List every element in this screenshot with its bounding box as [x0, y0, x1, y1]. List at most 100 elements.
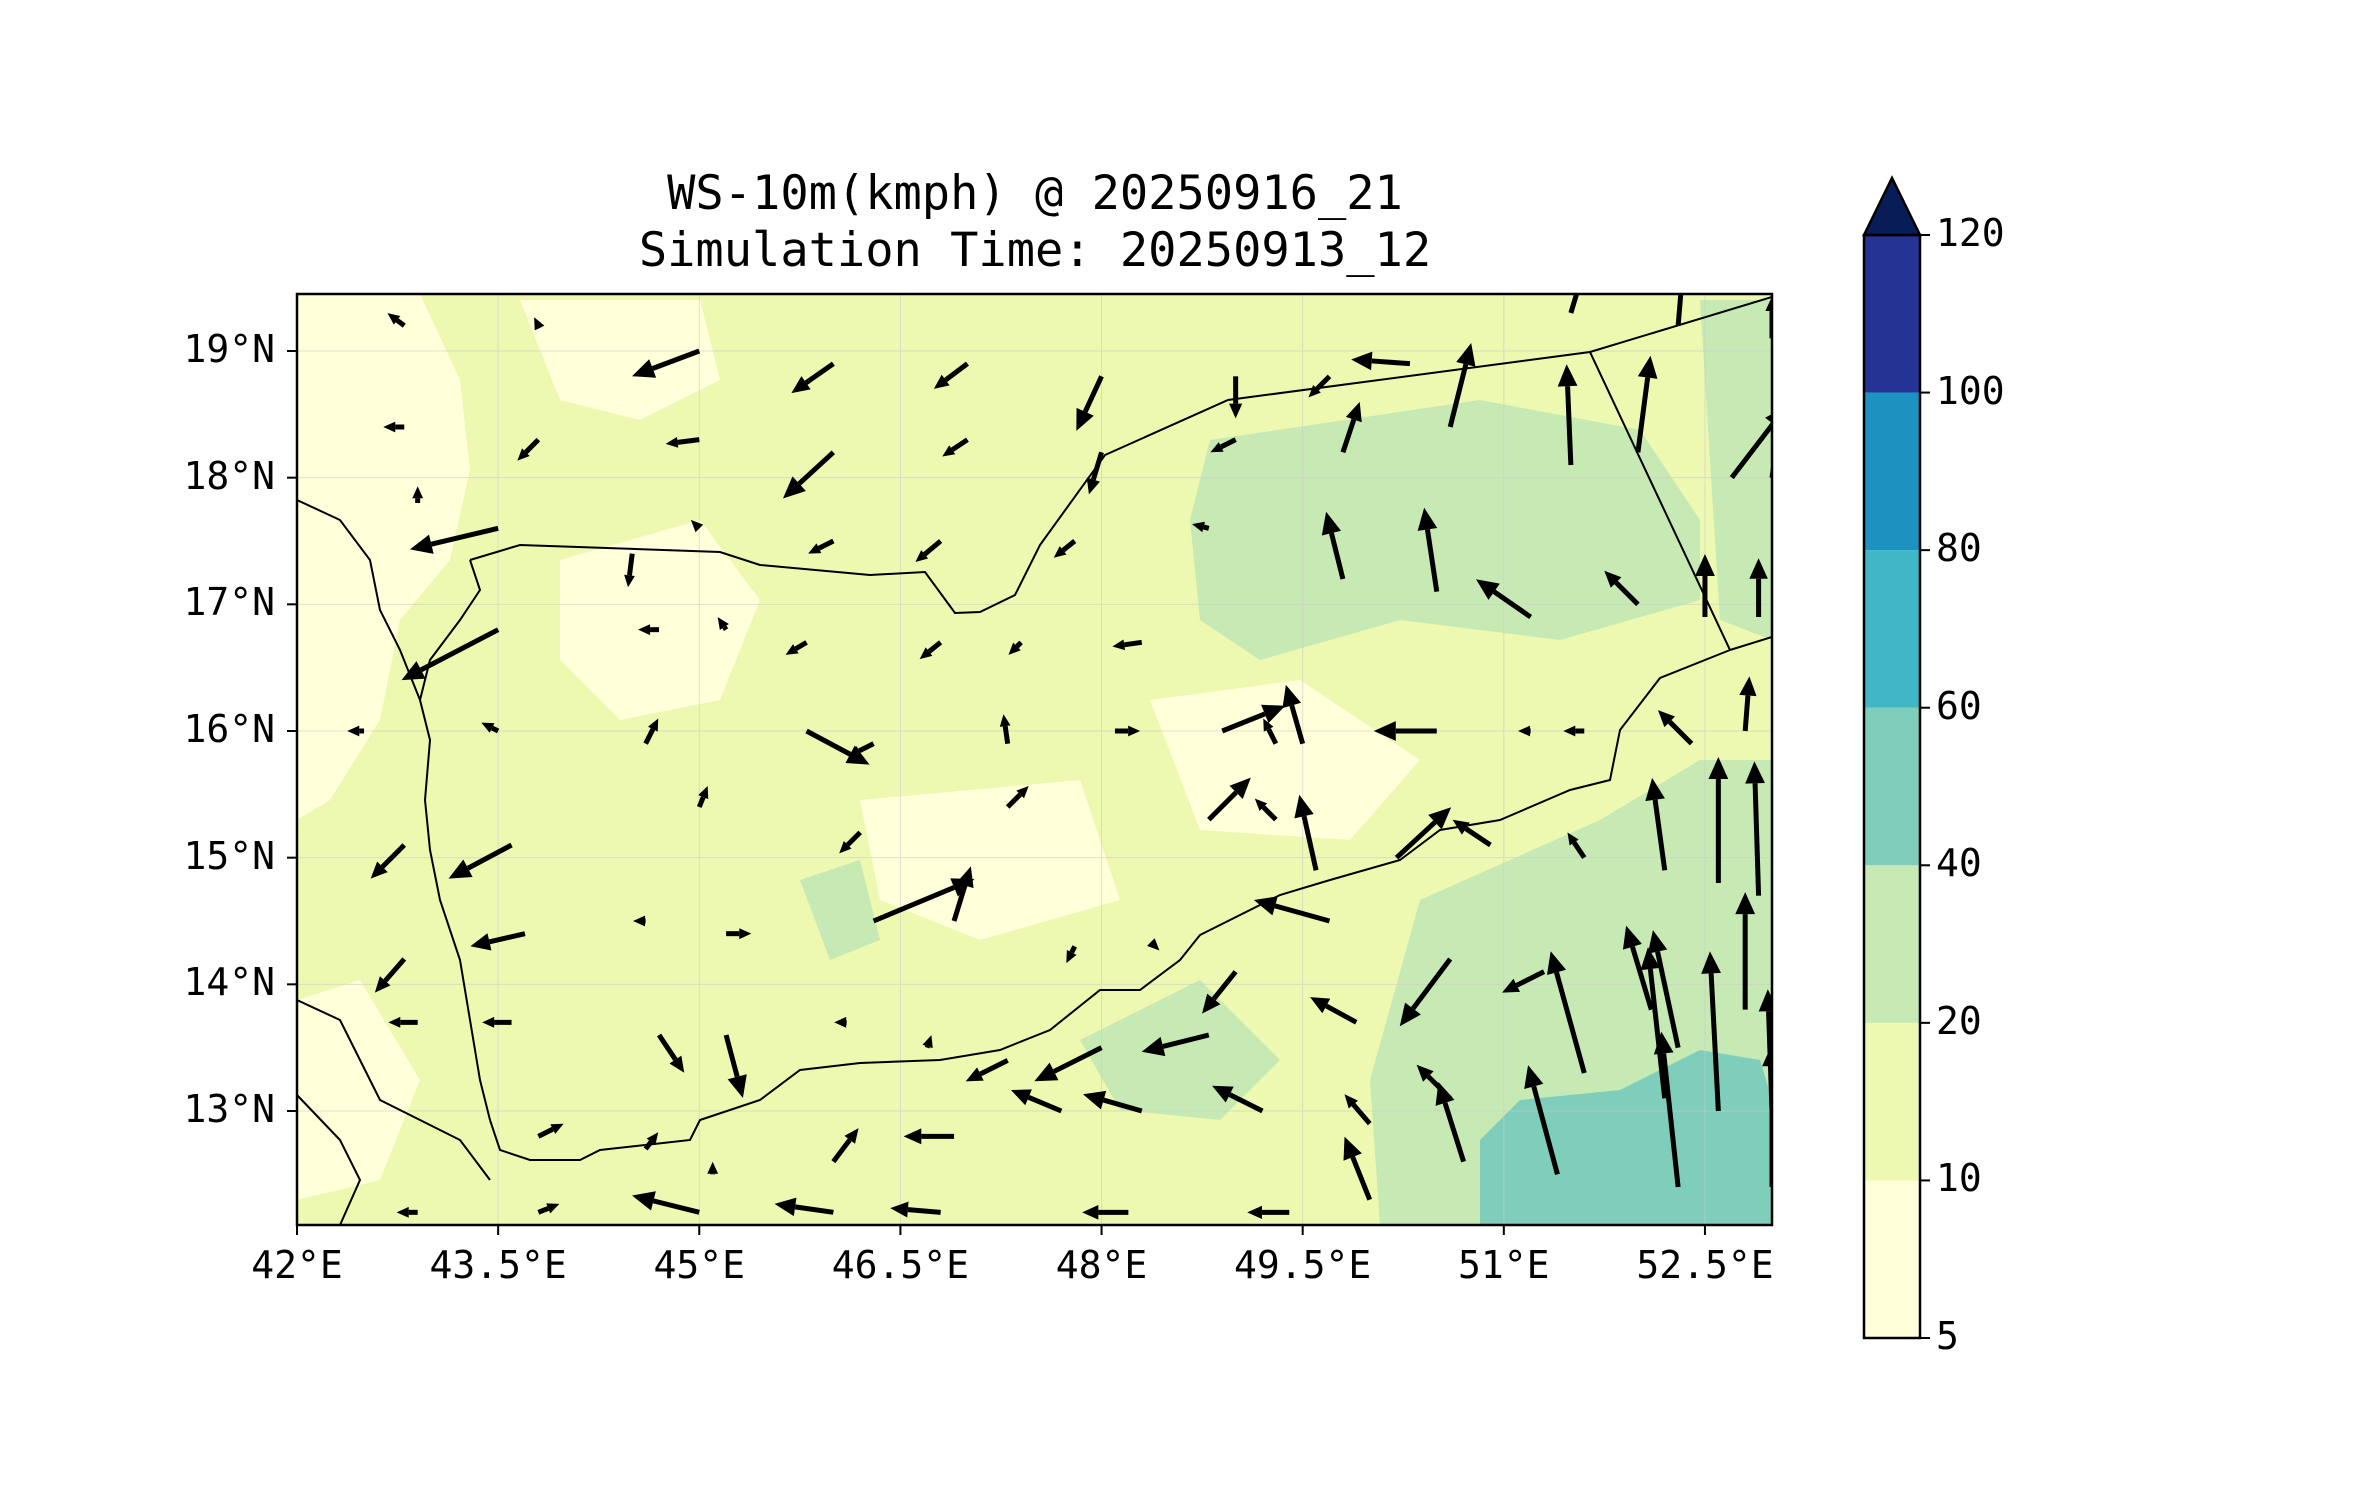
wind-vector-arrow [1340, 401, 1362, 454]
lon-tick-label: 49.5°E [1234, 1243, 1372, 1287]
wind-vector-arrow [1005, 786, 1029, 809]
wind-vector-arrow [383, 421, 405, 433]
wind-vector-arrow [396, 1206, 418, 1218]
lon-tick-label: 51°E [1458, 1243, 1550, 1287]
colorbar-segment [1864, 707, 1920, 866]
wind-vector-arrow [1745, 761, 1765, 896]
contour-mid-center [800, 860, 880, 960]
colorbar-label: 10 [1936, 1156, 1982, 1201]
wind-vector-arrow [1053, 539, 1077, 558]
wind-vector-arrow [1247, 1205, 1290, 1219]
wind-vector-arrow [409, 525, 499, 554]
wind-vector-arrow [387, 313, 406, 328]
axis-ticks [287, 350, 1706, 1235]
wind-vector-arrow [517, 437, 541, 461]
wind-vector-arrow [723, 1034, 747, 1098]
wind-vector-arrow [1635, 355, 1658, 453]
wind-vector-arrow [638, 624, 660, 636]
wind-vector-arrow [1675, 294, 1684, 326]
wind-vector-arrow [1399, 957, 1453, 1027]
contour-mid-northeast [1190, 400, 1700, 660]
wind-vector-arrow [1076, 375, 1104, 431]
wind-vector-arrow [1645, 777, 1668, 871]
lat-tick-label: 19°N [183, 327, 275, 371]
lat-tick-label: 15°N [183, 833, 275, 878]
colorbar-label: 60 [1936, 683, 1982, 728]
lon-tick-label: 48°E [1055, 1243, 1148, 1287]
wind-vector-arrow [1082, 1090, 1143, 1114]
colorbar [1861, 175, 1930, 1340]
african-coast-bottom [297, 1094, 362, 1225]
wind-vector-arrow [1210, 437, 1237, 453]
wind-vector-arrow [1034, 1045, 1103, 1082]
wind-vector-arrow [1769, 409, 1772, 478]
wind-vector-arrow [965, 1058, 1009, 1082]
colorbar-label: 120 [1936, 211, 2005, 255]
wind-vector-arrow [999, 714, 1011, 745]
wind-vector-arrow [1640, 947, 1668, 1099]
wind-vector-arrow [1622, 925, 1654, 1011]
wind-vector-arrow [1343, 1136, 1373, 1201]
wind-vector-arrow [470, 931, 526, 951]
colorbar-segment [1864, 550, 1920, 708]
wind-vector-arrow [1729, 414, 1772, 480]
colorbar-frame [1862, 233, 1922, 1340]
wind-vector-arrow [1563, 725, 1585, 737]
wind-vector-arrow [643, 718, 659, 745]
colorbar-segment [1864, 1022, 1920, 1181]
wind-vector-arrow [1417, 507, 1440, 593]
wind-vector-arrow [412, 486, 424, 503]
contour-high-southeast [1480, 1050, 1772, 1225]
wind-vector-arrow [1762, 1044, 1772, 1187]
contour-low-east [1150, 680, 1420, 840]
wind-vector-arrow [388, 1016, 418, 1028]
wind-vector-arrow [633, 915, 646, 927]
wind-vector-arrow [481, 722, 500, 734]
contour-low-sw [297, 980, 420, 1200]
wind-vector-arrow [1394, 807, 1452, 860]
lon-tick-label: 46.5°E [831, 1243, 970, 1287]
wind-vector-arrow [1695, 554, 1715, 617]
wind-vector-arrow [1202, 970, 1238, 1014]
wind-vector-arrow [1435, 1081, 1466, 1163]
lat-tick-label: 14°N [183, 960, 275, 1005]
colorbar-label: 5 [1936, 1314, 1959, 1358]
colorbar-label: 100 [1936, 368, 2005, 413]
wind-vector-arrow [1253, 896, 1331, 924]
wind-vector-arrow [1568, 294, 1580, 314]
wind-vector-arrow [785, 640, 808, 655]
wind-vector-arrow [890, 1201, 941, 1218]
wind-vector-arrow [1351, 351, 1411, 371]
wind-vector-arrow [834, 1016, 847, 1028]
wind-vector-arrow [1476, 579, 1533, 620]
wind-vector-arrow [1010, 1089, 1063, 1114]
contour-low-north [520, 300, 720, 420]
contour-low-west [297, 294, 470, 820]
lon-tick-label: 43.5°E [429, 1243, 567, 1287]
colorbar-segment [1864, 392, 1920, 551]
wind-vector-arrow [1739, 676, 1757, 732]
red-sea-coast [418, 559, 491, 1121]
wind-vector-arrow [919, 640, 943, 660]
wind-vector-arrow [1207, 777, 1251, 822]
wind-vector-arrow [1221, 704, 1286, 734]
wind-vector-arrow [1373, 721, 1437, 741]
arabian-sea-coast [489, 649, 1731, 1161]
wind-vector-arrow [782, 450, 836, 499]
wind-vector-arrow [726, 928, 752, 940]
wind-vector-arrow [1008, 640, 1023, 655]
wind-vector-arrow [1066, 945, 1077, 964]
wind-vector-arrow [1735, 892, 1756, 1010]
wind-vector-arrow [1321, 511, 1346, 580]
wind-vector-arrow [643, 1132, 659, 1151]
yemen-saudi-border [469, 296, 1772, 615]
wind-vector-arrow [1452, 819, 1492, 848]
plot-frame [295, 292, 1774, 1227]
wind-vector-arrow [1647, 930, 1681, 1049]
wind-vector-arrow [1112, 639, 1143, 651]
african-coast-south [297, 999, 491, 1181]
colorbar-segment [1864, 1180, 1920, 1338]
wind-vector-arrow [791, 361, 835, 394]
wind-vector-arrow [1653, 1031, 1681, 1188]
wind-vector-arrow [537, 1203, 560, 1215]
